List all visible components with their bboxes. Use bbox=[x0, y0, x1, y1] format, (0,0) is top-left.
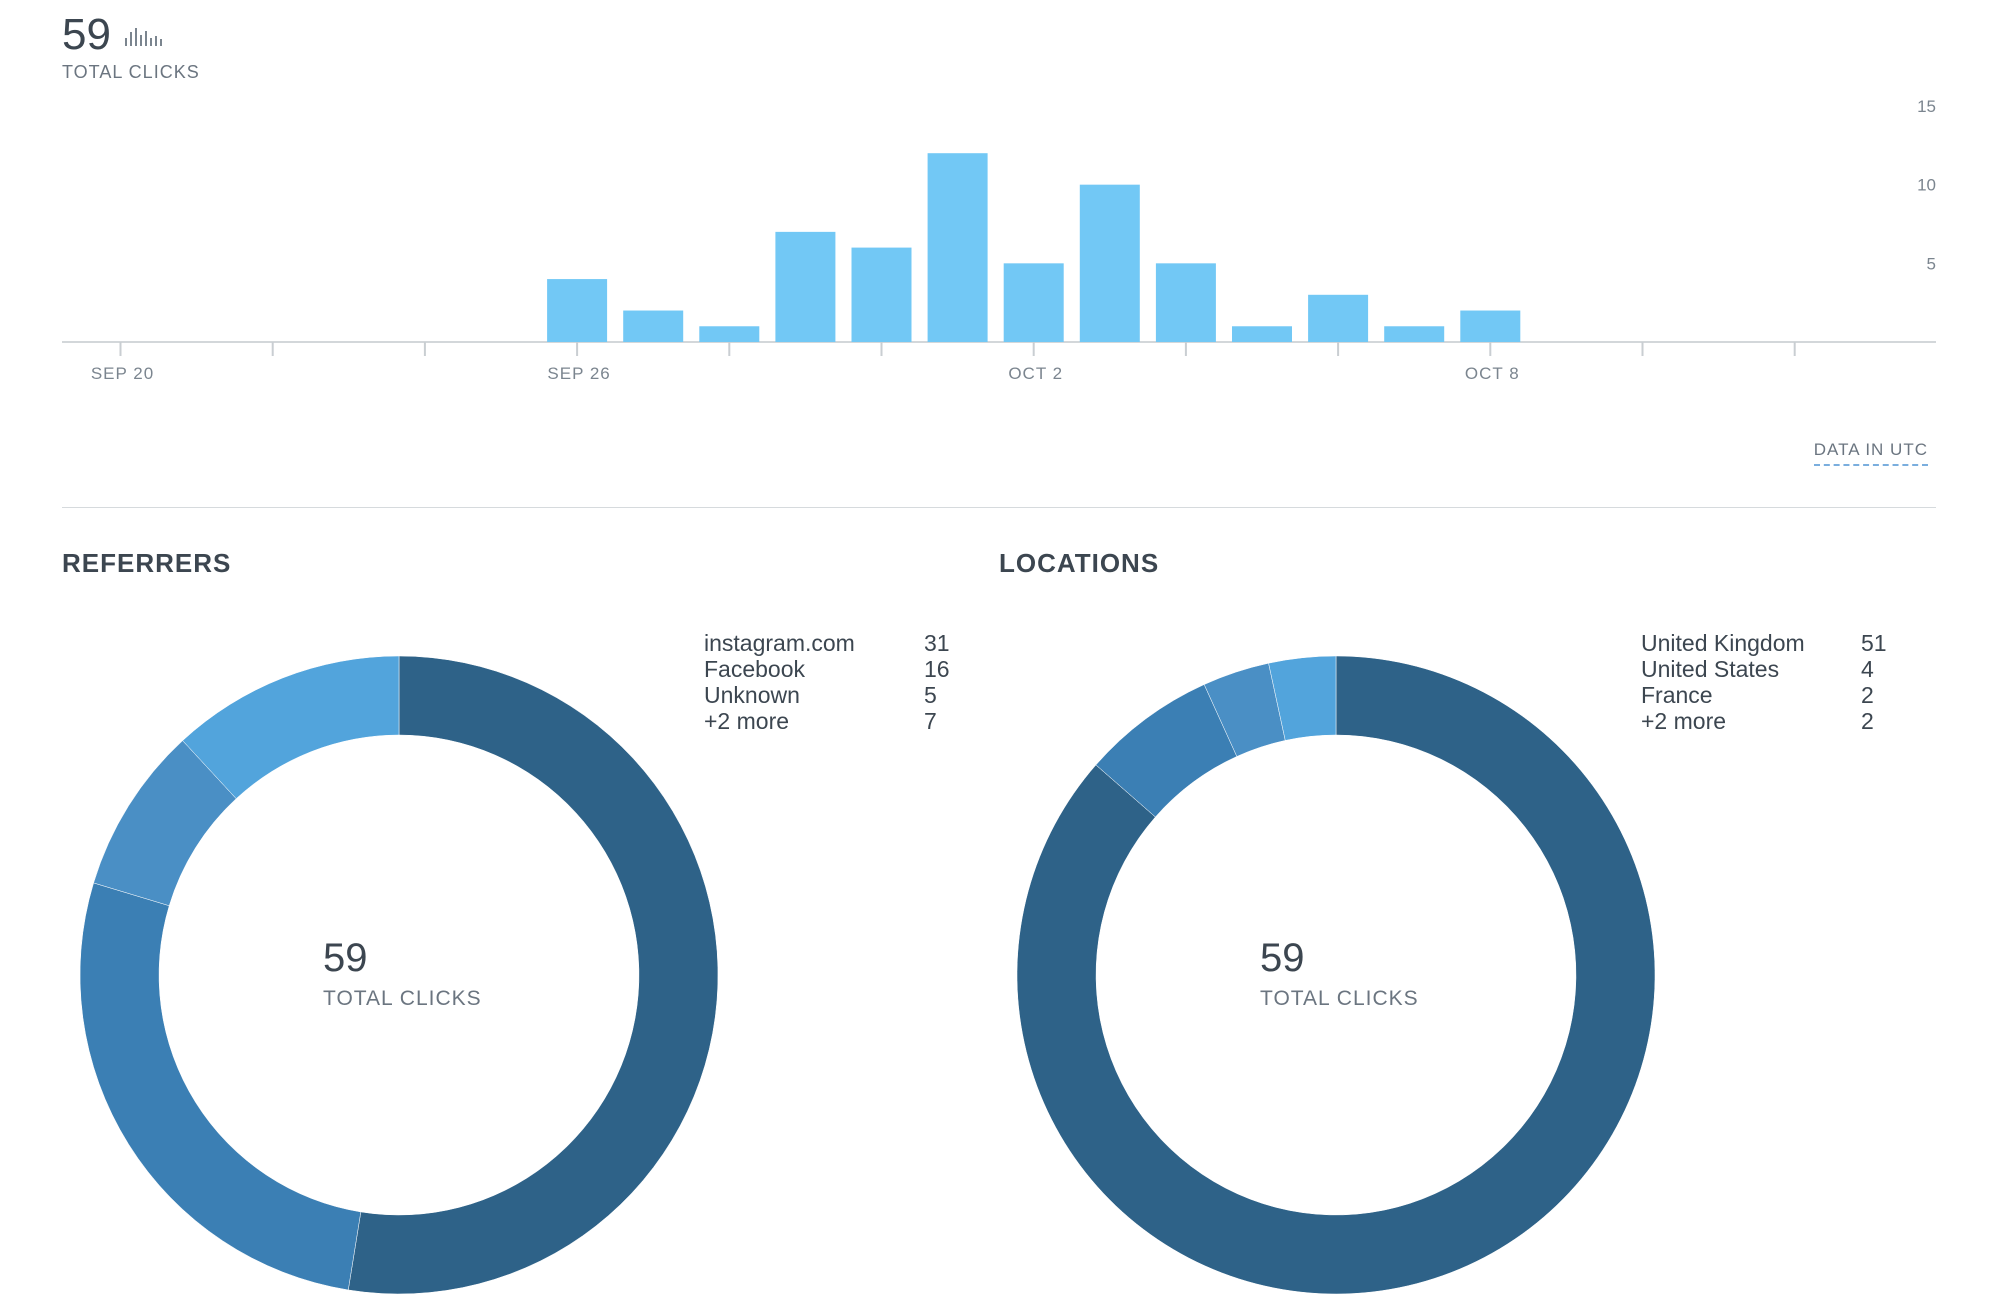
donut-slice-united-kingdom bbox=[1016, 655, 1656, 1295]
locations-title: LOCATIONS bbox=[999, 548, 1160, 578]
legend-value: 2 bbox=[1861, 708, 1874, 734]
legend-value: 16 bbox=[924, 656, 950, 682]
x-tick-label: SEP 26 bbox=[547, 364, 610, 383]
total-clicks-header: 59 TOTAL CLICKS bbox=[62, 10, 200, 83]
legend-value: 2 bbox=[1861, 682, 1874, 708]
referrers-total-value: 59 bbox=[323, 936, 368, 980]
bar-sep-28 bbox=[699, 326, 760, 342]
donut-slice-facebook bbox=[79, 882, 362, 1291]
bar-oct-1 bbox=[927, 153, 988, 342]
bar-oct-3 bbox=[1079, 184, 1140, 342]
legend-row[interactable]: +2 more 2 bbox=[1641, 708, 1901, 734]
bar-sep-30 bbox=[851, 247, 912, 342]
clicks-bar-chart: SEP 20 SEP 26 OCT 2 OCT 8 5 10 15 bbox=[62, 97, 1936, 383]
x-tick-label: OCT 8 bbox=[1465, 364, 1520, 383]
total-clicks-label: TOTAL CLICKS bbox=[62, 62, 200, 82]
legend-label: Unknown bbox=[704, 682, 800, 708]
referrers-donut-center: 59 TOTAL CLICKS bbox=[323, 936, 482, 1011]
legend-row[interactable]: France 2 bbox=[1641, 682, 1901, 708]
bar-oct-8 bbox=[1460, 310, 1521, 342]
locations-donut-chart bbox=[1016, 655, 1656, 1295]
y-tick-label: 10 bbox=[1917, 176, 1936, 195]
bar-oct-4 bbox=[1155, 263, 1216, 342]
legend-row[interactable]: instagram.com 31 bbox=[704, 630, 964, 656]
bar-oct-7 bbox=[1384, 326, 1445, 342]
referrers-title: REFERRERS bbox=[62, 548, 232, 578]
y-tick-label: 5 bbox=[1927, 254, 1936, 273]
referrers-total-label: TOTAL CLICKS bbox=[323, 987, 482, 1010]
referrers-legend: instagram.com 31 Facebook 16 Unknown 5 +2 m… bbox=[704, 630, 964, 734]
legend-row[interactable]: United States 4 bbox=[1641, 656, 1901, 682]
legend-value: 4 bbox=[1861, 656, 1874, 682]
legend-row[interactable]: +2 more 7 bbox=[704, 708, 964, 734]
donut-slice--2-more bbox=[182, 655, 400, 800]
legend-label: Facebook bbox=[704, 656, 806, 682]
bar-oct-2 bbox=[1003, 263, 1064, 342]
locations-legend: United Kingdom 51 United States 4 France 2 … bbox=[1641, 630, 1901, 734]
legend-row[interactable]: United Kingdom 51 bbox=[1641, 630, 1901, 656]
legend-row[interactable]: Facebook 16 bbox=[704, 656, 964, 682]
legend-label: +2 more bbox=[1641, 708, 1727, 734]
donut-slice--2-more bbox=[1268, 655, 1337, 741]
bar-oct-5 bbox=[1232, 326, 1292, 342]
bar-sep-29 bbox=[775, 231, 836, 342]
bar-sep-27 bbox=[623, 310, 684, 342]
x-tick-label: OCT 2 bbox=[1008, 364, 1063, 383]
legend-value: 7 bbox=[924, 708, 937, 734]
legend-value: 31 bbox=[924, 630, 950, 656]
legend-label: United Kingdom bbox=[1641, 630, 1805, 656]
legend-value: 51 bbox=[1861, 630, 1887, 656]
y-tick-label: 15 bbox=[1917, 97, 1936, 116]
legend-label: France bbox=[1641, 682, 1713, 708]
locations-total-value: 59 bbox=[1260, 936, 1305, 980]
data-in-utc-link[interactable]: DATA IN UTC bbox=[1813, 440, 1928, 466]
section-divider bbox=[62, 507, 1936, 508]
legend-label: +2 more bbox=[704, 708, 790, 734]
locations-donut-center: 59 TOTAL CLICKS bbox=[1260, 936, 1419, 1011]
bar-oct-6 bbox=[1308, 294, 1369, 342]
bar-chart-icon bbox=[125, 26, 165, 51]
legend-label: United States bbox=[1641, 656, 1780, 682]
legend-row[interactable]: Unknown 5 bbox=[704, 682, 964, 708]
legend-value: 5 bbox=[924, 682, 937, 708]
legend-label: instagram.com bbox=[704, 630, 855, 656]
total-clicks-value: 59 bbox=[62, 10, 111, 59]
locations-total-label: TOTAL CLICKS bbox=[1260, 987, 1419, 1010]
x-tick-label: SEP 20 bbox=[91, 364, 154, 383]
bar-sep-26 bbox=[547, 279, 608, 342]
